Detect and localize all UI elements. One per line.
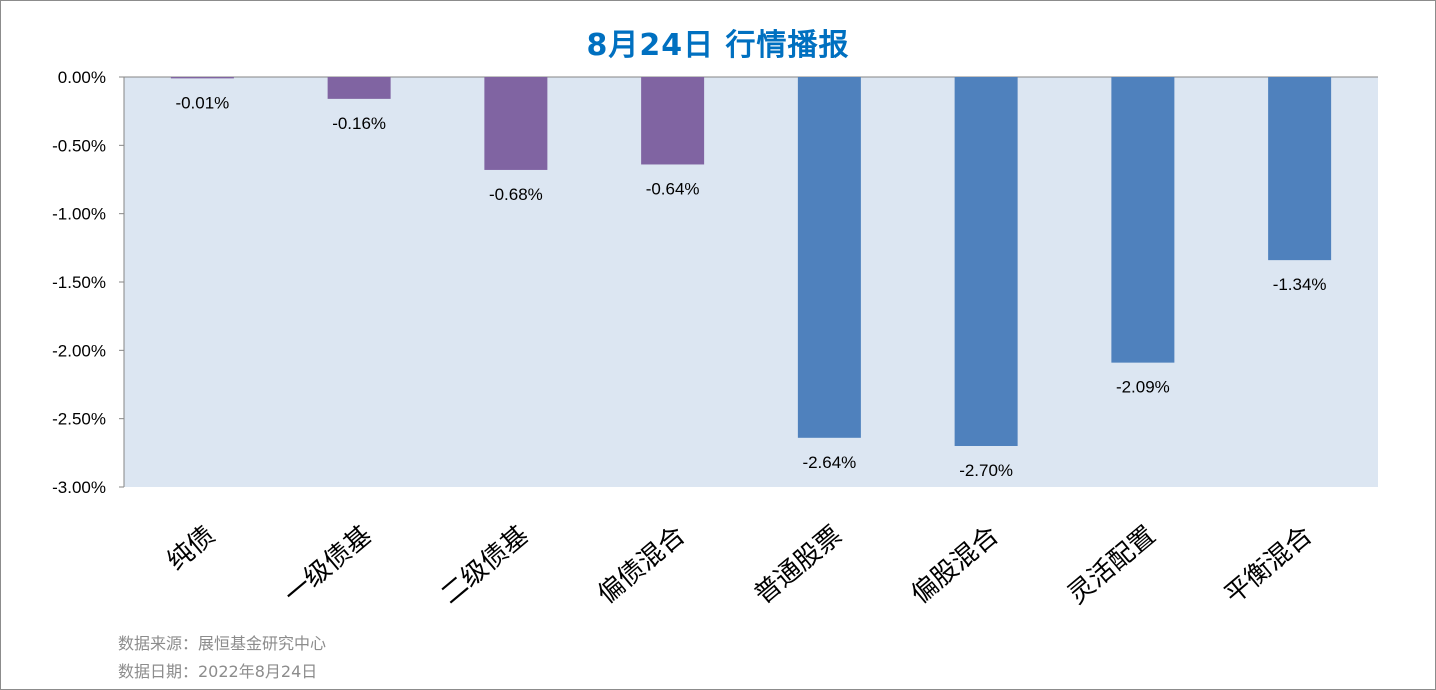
x-tick-label: 偏债混合	[592, 520, 691, 610]
x-axis-tick-labels: 纯债 一级债基 二级债基 偏债混合 普通股票 偏股混合 灵活配置 平衡混合	[162, 520, 1318, 610]
y-axis: 0.00% -0.50% -1.00% -1.50% -2.00% -2.50% -3.00…	[52, 68, 1378, 497]
y-tick-label: 0.00%	[58, 68, 106, 87]
x-tick-label: 偏股混合	[906, 520, 1005, 610]
bar	[170, 77, 234, 79]
footer-date: 数据日期：2022年8月24日	[118, 662, 318, 681]
bar	[1268, 77, 1332, 261]
bar	[484, 77, 548, 170]
data-label: -1.34%	[1273, 275, 1327, 294]
x-tick-label: 二级债基	[435, 520, 534, 610]
y-tick-label: -1.50%	[52, 273, 106, 292]
data-label: -0.68%	[489, 185, 543, 204]
bar	[797, 77, 861, 438]
y-tick-label: -2.50%	[52, 410, 106, 429]
footer-source: 数据来源：展恒基金研究中心	[118, 634, 327, 653]
data-labels: -0.01% -0.16% -0.68% -0.64% -2.64% -2.70% -2.0…	[175, 93, 1326, 480]
y-tick-label: -0.50%	[52, 136, 106, 155]
data-label: -2.70%	[959, 461, 1013, 480]
data-label: -0.01%	[175, 93, 229, 112]
data-label: -2.64%	[802, 453, 856, 472]
data-label: -0.16%	[332, 114, 386, 133]
plot-area	[124, 77, 1378, 487]
bars	[170, 77, 1332, 446]
bar	[641, 77, 705, 165]
bar	[954, 77, 1018, 446]
x-tick-label: 纯债	[162, 520, 221, 576]
y-tick-label: -3.00%	[52, 478, 106, 497]
x-tick-label: 普通股票	[749, 520, 848, 610]
x-tick-label: 一级债基	[279, 520, 378, 610]
x-tick-label: 灵活配置	[1062, 520, 1161, 610]
data-label: -2.09%	[1116, 378, 1170, 397]
bar	[327, 77, 391, 99]
y-tick-label: -1.00%	[52, 205, 106, 224]
data-label: -0.64%	[646, 179, 700, 198]
chart-title: 8月24日 行情播报	[586, 28, 850, 63]
x-tick-label: 平衡混合	[1219, 520, 1318, 610]
y-tick-label: -2.00%	[52, 341, 106, 360]
bar	[1111, 77, 1175, 363]
